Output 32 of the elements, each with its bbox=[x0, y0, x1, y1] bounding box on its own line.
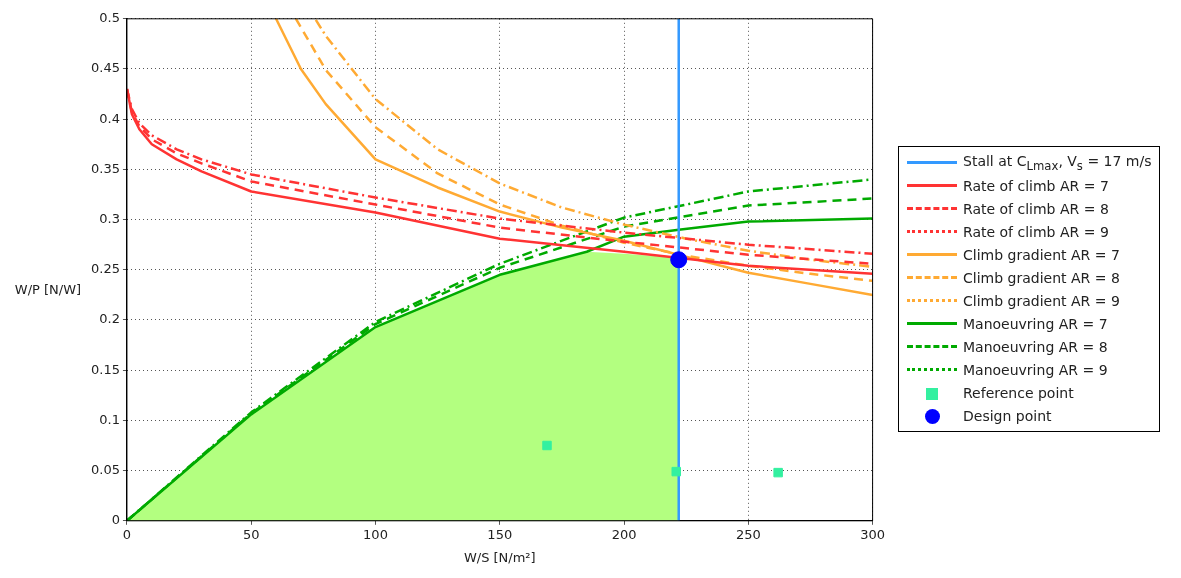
y-tick-label: 0.3 bbox=[99, 210, 120, 226]
x-tick-label: 200 bbox=[611, 526, 637, 542]
y-tick-label: 0.35 bbox=[90, 160, 120, 176]
x-tick-label: 0 bbox=[122, 526, 132, 542]
y-tick-label: 0.2 bbox=[99, 311, 120, 327]
legend-label: Stall at C$_{Lmax}$, V$_{s}$ = 17 m/s bbox=[963, 152, 1152, 173]
legend-label: Manoeuvring AR = 8 bbox=[963, 338, 1108, 355]
legend-label: Rate of climb AR = 8 bbox=[963, 200, 1109, 217]
legend-label: Manoeuvring AR = 7 bbox=[963, 315, 1108, 332]
y-tick-label: 0.5 bbox=[99, 10, 120, 26]
y-tick-label: 0.25 bbox=[90, 261, 120, 277]
legend-label: Climb gradient AR = 7 bbox=[963, 246, 1120, 263]
x-tick-label: 100 bbox=[363, 526, 388, 542]
y-tick-label: 0.15 bbox=[90, 361, 120, 377]
legend-label: Rate of climb AR = 7 bbox=[963, 177, 1109, 194]
x-tick-label: 300 bbox=[860, 526, 886, 542]
legend-label: Reference point bbox=[963, 384, 1074, 401]
legend-label: Design point bbox=[963, 407, 1052, 424]
legend-label: Climb gradient AR = 8 bbox=[963, 269, 1120, 286]
y-tick-label: 0.4 bbox=[99, 110, 120, 126]
y-tick-label: 0.05 bbox=[90, 461, 120, 477]
y-tick-label: 0.1 bbox=[99, 411, 120, 427]
x-axis-title: W/S [N/m²] bbox=[463, 549, 536, 565]
x-tick-label: 50 bbox=[242, 526, 260, 542]
y-axis-title: W/P [N/W] bbox=[13, 281, 83, 297]
y-tick-label: 0.45 bbox=[90, 60, 120, 76]
legend-label: Manoeuvring AR = 9 bbox=[963, 361, 1108, 378]
legend-label: Climb gradient AR = 9 bbox=[963, 292, 1120, 309]
x-tick-label: 150 bbox=[487, 526, 513, 542]
y-tick-label: 0 bbox=[111, 512, 120, 528]
legend-label: Rate of climb AR = 9 bbox=[963, 223, 1109, 240]
x-tick-label: 250 bbox=[735, 526, 761, 542]
